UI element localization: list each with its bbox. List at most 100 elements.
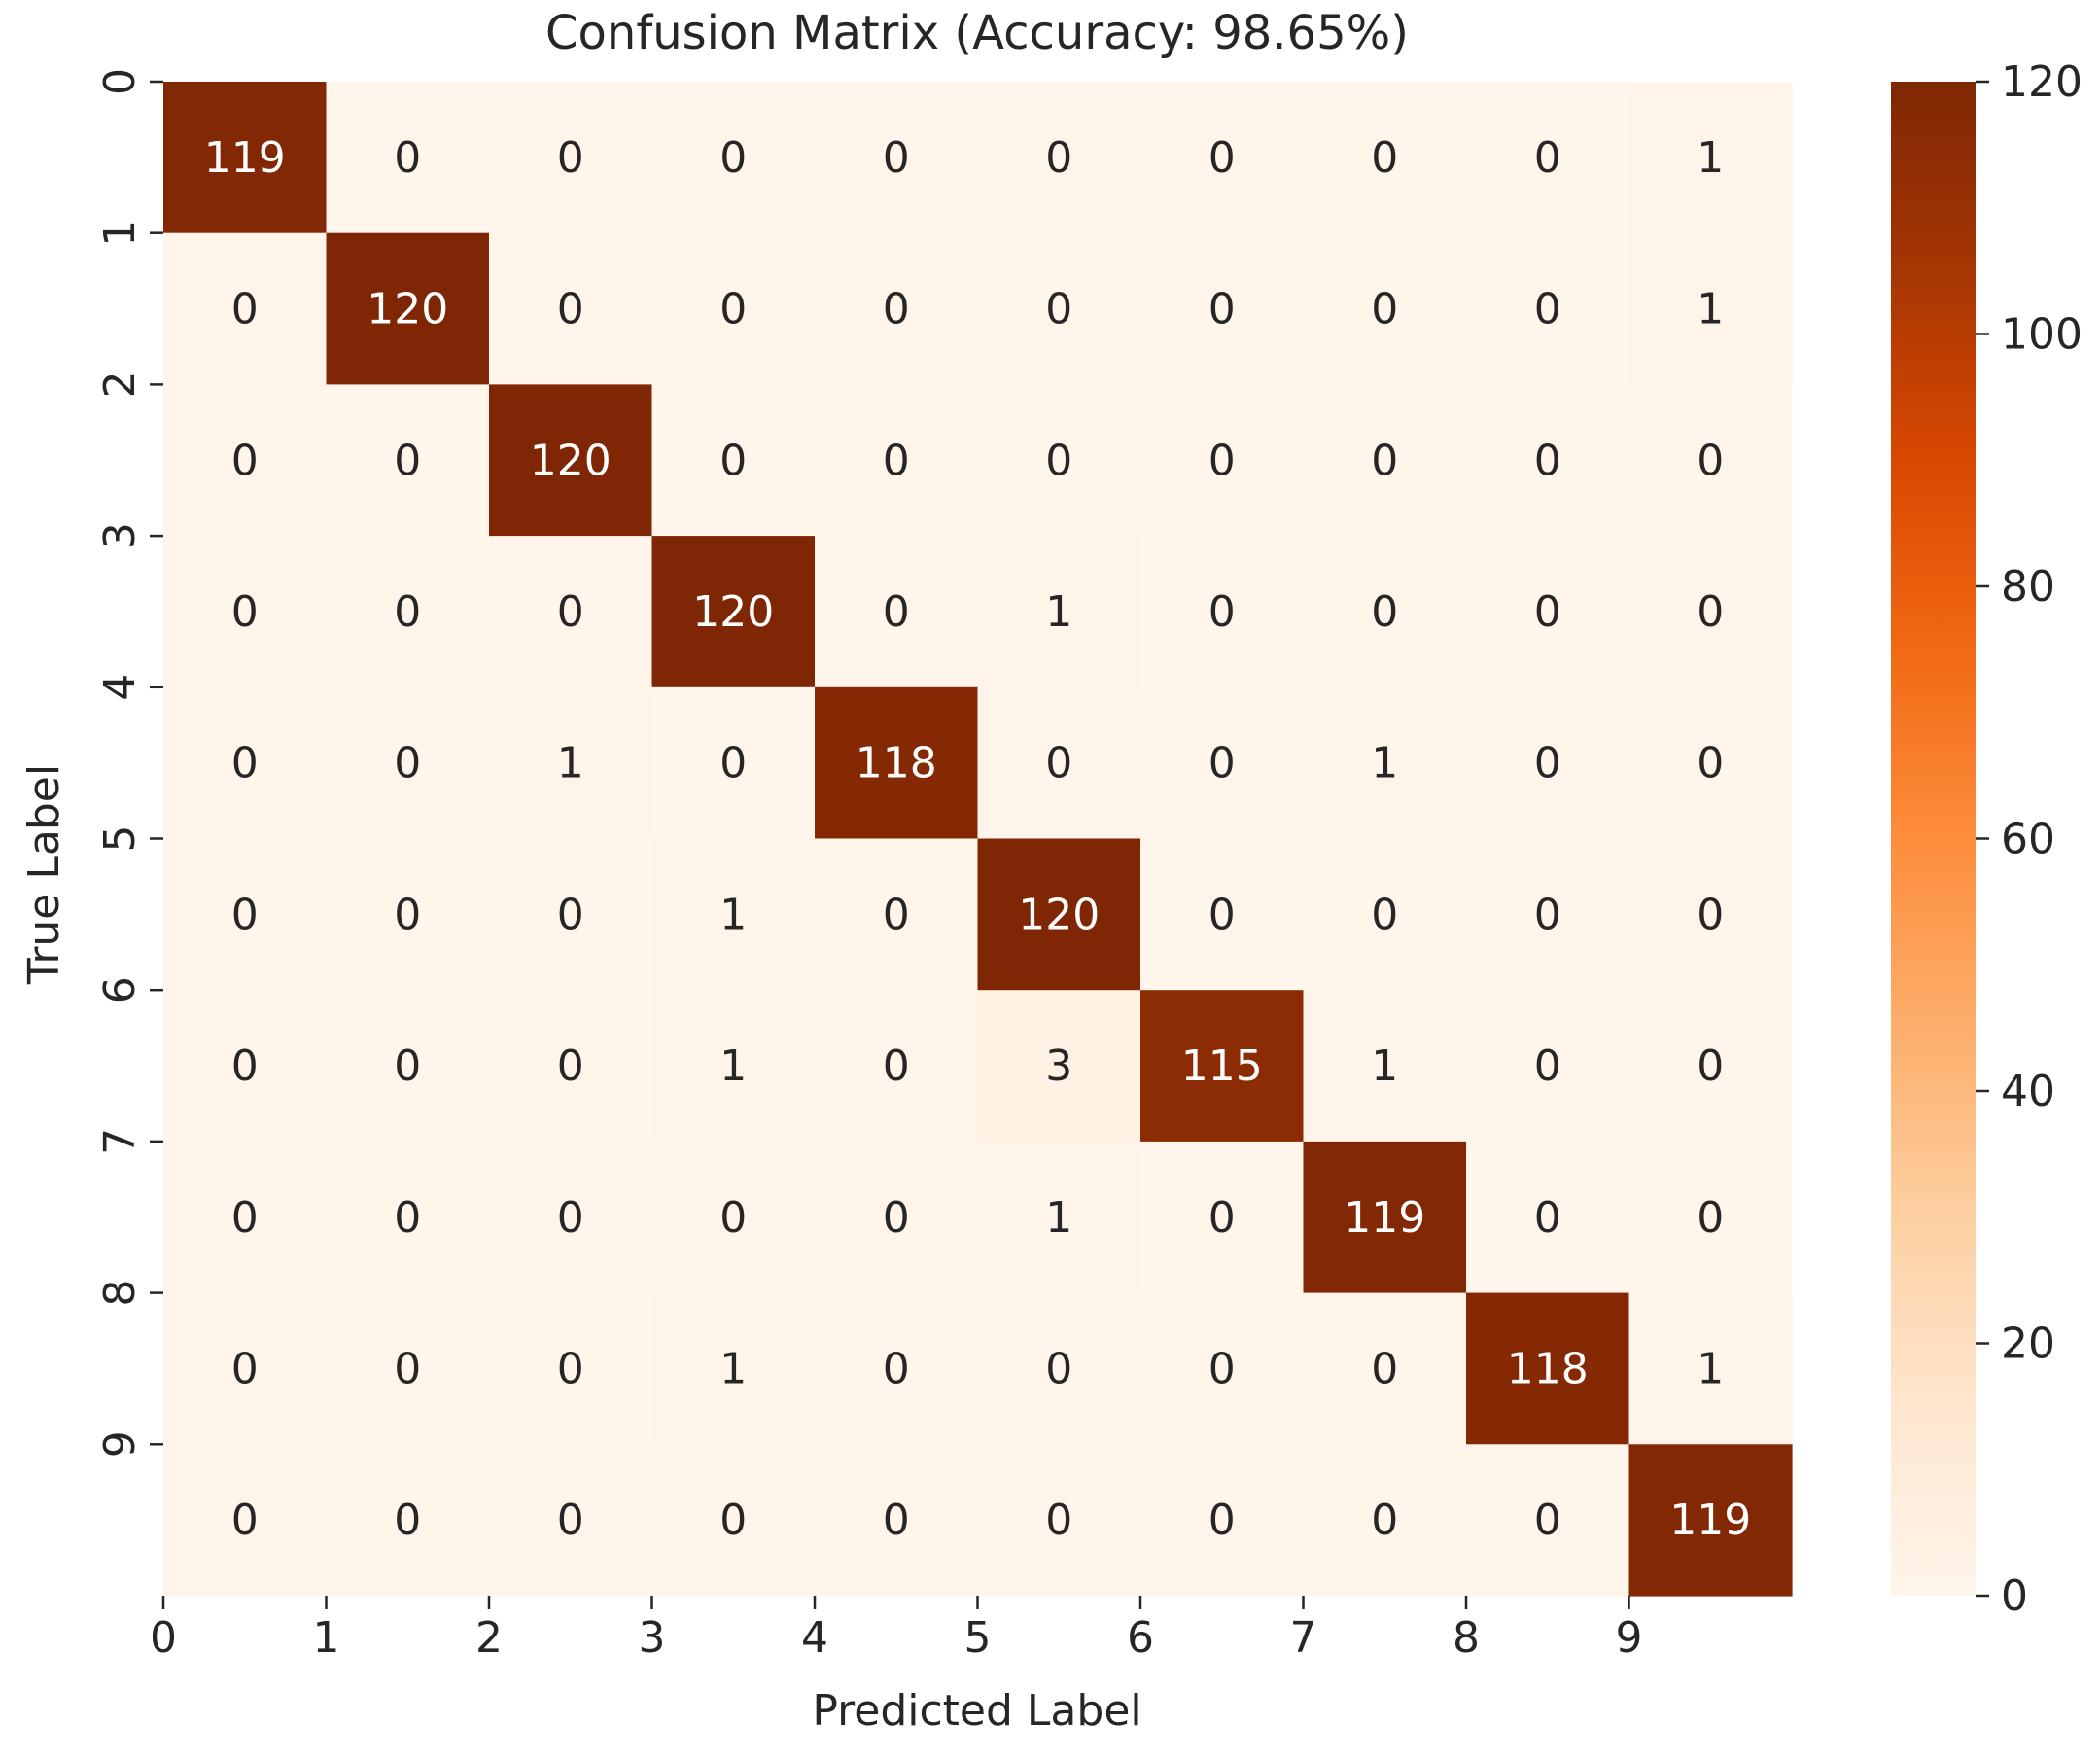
x-tick-label: 5 bbox=[964, 1613, 992, 1663]
heatmap-cell bbox=[1303, 1444, 1467, 1597]
cell-value-label: 0 bbox=[1371, 285, 1398, 334]
cell-value-label: 1 bbox=[719, 890, 747, 939]
heatmap-cell bbox=[489, 232, 653, 385]
heatmap-cell-labels: 119 0 0 0 0 0 0 0 0 1 0 120 0 0 0 0 0 0 0 1 0 0 120 0 0 0 0 0 0 0 0 0 0 1… bbox=[204, 133, 1751, 1545]
x-tick-label: 4 bbox=[801, 1613, 828, 1663]
cell-value-label: 119 bbox=[204, 133, 286, 183]
cell-value-label: 0 bbox=[1371, 890, 1398, 939]
y-tick-label: 0 bbox=[95, 68, 145, 95]
cell-value-label: 0 bbox=[1697, 1193, 1724, 1243]
cell-value-label: 0 bbox=[557, 133, 584, 183]
cell-value-label: 0 bbox=[1208, 890, 1236, 939]
cell-value-label: 0 bbox=[1371, 1344, 1398, 1393]
heatmap-cell bbox=[1466, 1292, 1630, 1445]
cell-value-label: 0 bbox=[1208, 285, 1236, 334]
cell-value-label: 0 bbox=[883, 587, 910, 637]
heatmap-cell bbox=[1140, 82, 1305, 234]
heatmap-cell bbox=[163, 384, 328, 537]
cell-value-label: 1 bbox=[1697, 285, 1724, 334]
cell-value-label: 1 bbox=[557, 739, 584, 789]
heatmap-cell bbox=[1140, 686, 1305, 840]
heatmap-cell bbox=[1466, 232, 1630, 385]
cell-value-label: 0 bbox=[394, 133, 421, 183]
heatmap-cell bbox=[651, 82, 816, 234]
cell-value-label: 0 bbox=[883, 1344, 910, 1393]
cell-value-label: 0 bbox=[1208, 739, 1236, 789]
cell-value-label: 0 bbox=[883, 436, 910, 485]
cell-value-label: 0 bbox=[1045, 1495, 1072, 1545]
heatmap-cell bbox=[326, 1444, 490, 1597]
cell-value-label: 0 bbox=[883, 1041, 910, 1091]
cell-value-label: 0 bbox=[1534, 133, 1561, 183]
cell-value-label: 120 bbox=[1018, 890, 1100, 939]
cell-value-label: 118 bbox=[1507, 1344, 1589, 1393]
heatmap-cell bbox=[1628, 686, 1793, 840]
cell-value-label: 0 bbox=[1371, 436, 1398, 485]
cell-value-label: 0 bbox=[1371, 133, 1398, 183]
heatmap-cell bbox=[1628, 1444, 1793, 1597]
heatmap-cell bbox=[815, 82, 979, 234]
cell-value-label: 0 bbox=[719, 285, 747, 334]
heatmap-cell bbox=[326, 686, 490, 840]
heatmap-cell bbox=[489, 384, 653, 537]
heatmap-cell bbox=[1303, 686, 1467, 840]
cell-value-label: 0 bbox=[1697, 587, 1724, 637]
y-tick-label: 1 bbox=[95, 220, 145, 247]
cell-value-label: 119 bbox=[1344, 1193, 1425, 1243]
heatmap-cell bbox=[1303, 232, 1467, 385]
cell-value-label: 0 bbox=[1697, 739, 1724, 789]
y-axis: 0 1 2 3 4 5 6 7 8 9 bbox=[95, 68, 163, 1458]
cell-value-label: 1 bbox=[1697, 1344, 1724, 1393]
cell-value-label: 0 bbox=[1534, 587, 1561, 637]
heatmap-cell bbox=[1140, 990, 1305, 1143]
heatmap-cell bbox=[1466, 838, 1630, 991]
cell-value-label: 0 bbox=[231, 1041, 259, 1091]
cell-value-label: 0 bbox=[1208, 436, 1236, 485]
heatmap-cell bbox=[1303, 536, 1467, 688]
x-tick-label: 1 bbox=[313, 1613, 340, 1663]
y-tick-label: 7 bbox=[95, 1128, 145, 1155]
heatmap-cell bbox=[326, 82, 490, 234]
heatmap-cell bbox=[1466, 536, 1630, 688]
y-tick-label: 6 bbox=[95, 976, 145, 1003]
colorbar-tick-label: 120 bbox=[2001, 57, 2082, 107]
cell-value-label: 0 bbox=[719, 133, 747, 183]
cell-value-label: 0 bbox=[231, 739, 259, 789]
x-tick-label: 2 bbox=[475, 1613, 503, 1663]
cell-value-label: 0 bbox=[883, 890, 910, 939]
x-axis: 0 1 2 3 4 5 6 7 8 9 bbox=[150, 1596, 1643, 1663]
cell-value-label: 0 bbox=[231, 890, 259, 939]
x-tick-label: 6 bbox=[1127, 1613, 1154, 1663]
cell-value-label: 1 bbox=[1697, 133, 1724, 183]
cell-value-label: 0 bbox=[1371, 587, 1398, 637]
heatmap-cell bbox=[815, 990, 979, 1143]
heatmap-cell bbox=[163, 1292, 328, 1445]
x-tick-label: 9 bbox=[1616, 1613, 1643, 1663]
heatmap-cell bbox=[815, 1444, 979, 1597]
heatmap-cell bbox=[326, 384, 490, 537]
cell-value-label: 0 bbox=[1697, 436, 1724, 485]
y-tick-label: 8 bbox=[95, 1280, 145, 1307]
cell-value-label: 0 bbox=[1697, 890, 1724, 939]
heatmap-cell bbox=[489, 990, 653, 1143]
cell-value-label: 0 bbox=[557, 285, 584, 334]
cell-value-label: 0 bbox=[1045, 285, 1072, 334]
cell-value-label: 0 bbox=[394, 1193, 421, 1243]
x-tick-label: 0 bbox=[150, 1613, 177, 1663]
heatmap-cell bbox=[326, 536, 490, 688]
cell-value-label: 0 bbox=[557, 1193, 584, 1243]
heatmap-cell bbox=[163, 82, 328, 234]
heatmap-cell bbox=[1628, 82, 1793, 234]
cell-value-label: 0 bbox=[719, 739, 747, 789]
heatmap-cell bbox=[977, 232, 1141, 385]
heatmap-cell bbox=[1628, 536, 1793, 688]
heatmap-cell bbox=[977, 536, 1141, 688]
cell-value-label: 0 bbox=[231, 285, 259, 334]
cell-value-label: 119 bbox=[1669, 1495, 1751, 1545]
cell-value-label: 0 bbox=[557, 587, 584, 637]
heatmap-cell bbox=[1140, 232, 1305, 385]
heatmap-cell bbox=[489, 1444, 653, 1597]
cell-value-label: 118 bbox=[856, 739, 937, 789]
heatmap-cell bbox=[1628, 990, 1793, 1143]
cell-value-label: 0 bbox=[1208, 1344, 1236, 1393]
